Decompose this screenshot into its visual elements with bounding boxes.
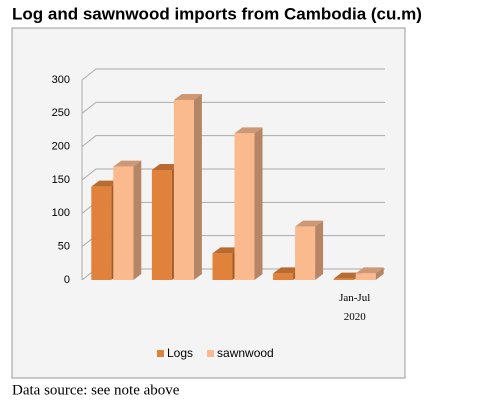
- bar-front: [212, 253, 233, 280]
- bar-front: [295, 226, 316, 280]
- bar-front: [234, 133, 255, 280]
- legend-label: sawnwood: [217, 346, 274, 360]
- grid-line: [81, 135, 385, 148]
- chart-frame: [11, 27, 406, 379]
- legend-label: Logs: [167, 346, 193, 360]
- bar-front: [355, 273, 376, 280]
- bar-top: [151, 164, 180, 170]
- source-note: Data source: see note above: [12, 382, 180, 398]
- bar-top: [234, 127, 263, 134]
- bar-top: [273, 267, 302, 274]
- bar-top: [91, 180, 120, 187]
- chart-title: Log and sawnwood imports from Cambodia (…: [12, 4, 422, 23]
- y-tick-label: 250: [52, 107, 70, 119]
- bar-side: [315, 220, 324, 280]
- bar-front: [91, 186, 112, 280]
- bar-side: [254, 127, 263, 280]
- bar-front: [113, 166, 134, 280]
- y-tick-label: 150: [52, 174, 70, 186]
- bar-top: [212, 247, 241, 254]
- bar: [173, 94, 202, 280]
- y-tick-label: 0: [64, 274, 70, 286]
- y-tick-label: 100: [52, 207, 70, 219]
- y-tick-label: 300: [52, 74, 70, 86]
- bar-front: [333, 278, 354, 280]
- bar-side: [193, 94, 202, 280]
- bar-front: [173, 100, 194, 280]
- bar-side: [133, 160, 142, 280]
- bar-top: [173, 94, 202, 100]
- grid-line: [81, 101, 385, 114]
- bar-top: [295, 220, 324, 227]
- bar-front: [273, 273, 294, 280]
- bar: [295, 220, 324, 280]
- x-tick-label: Jan-Jul 2020: [339, 292, 370, 323]
- legend-swatch: [157, 350, 164, 357]
- bar: [234, 127, 263, 280]
- bar: [113, 160, 142, 280]
- bar-top: [355, 267, 384, 274]
- bar: [355, 267, 384, 280]
- bar-front: [151, 170, 172, 280]
- legend-swatch: [207, 350, 215, 357]
- bar-top: [113, 160, 142, 167]
- grid-line: [81, 168, 385, 181]
- y-tick-label: 50: [58, 241, 70, 253]
- bar-side: [375, 267, 384, 280]
- grid-line: [81, 68, 385, 81]
- bar-top: [333, 272, 362, 279]
- y-tick-label: 200: [52, 141, 70, 153]
